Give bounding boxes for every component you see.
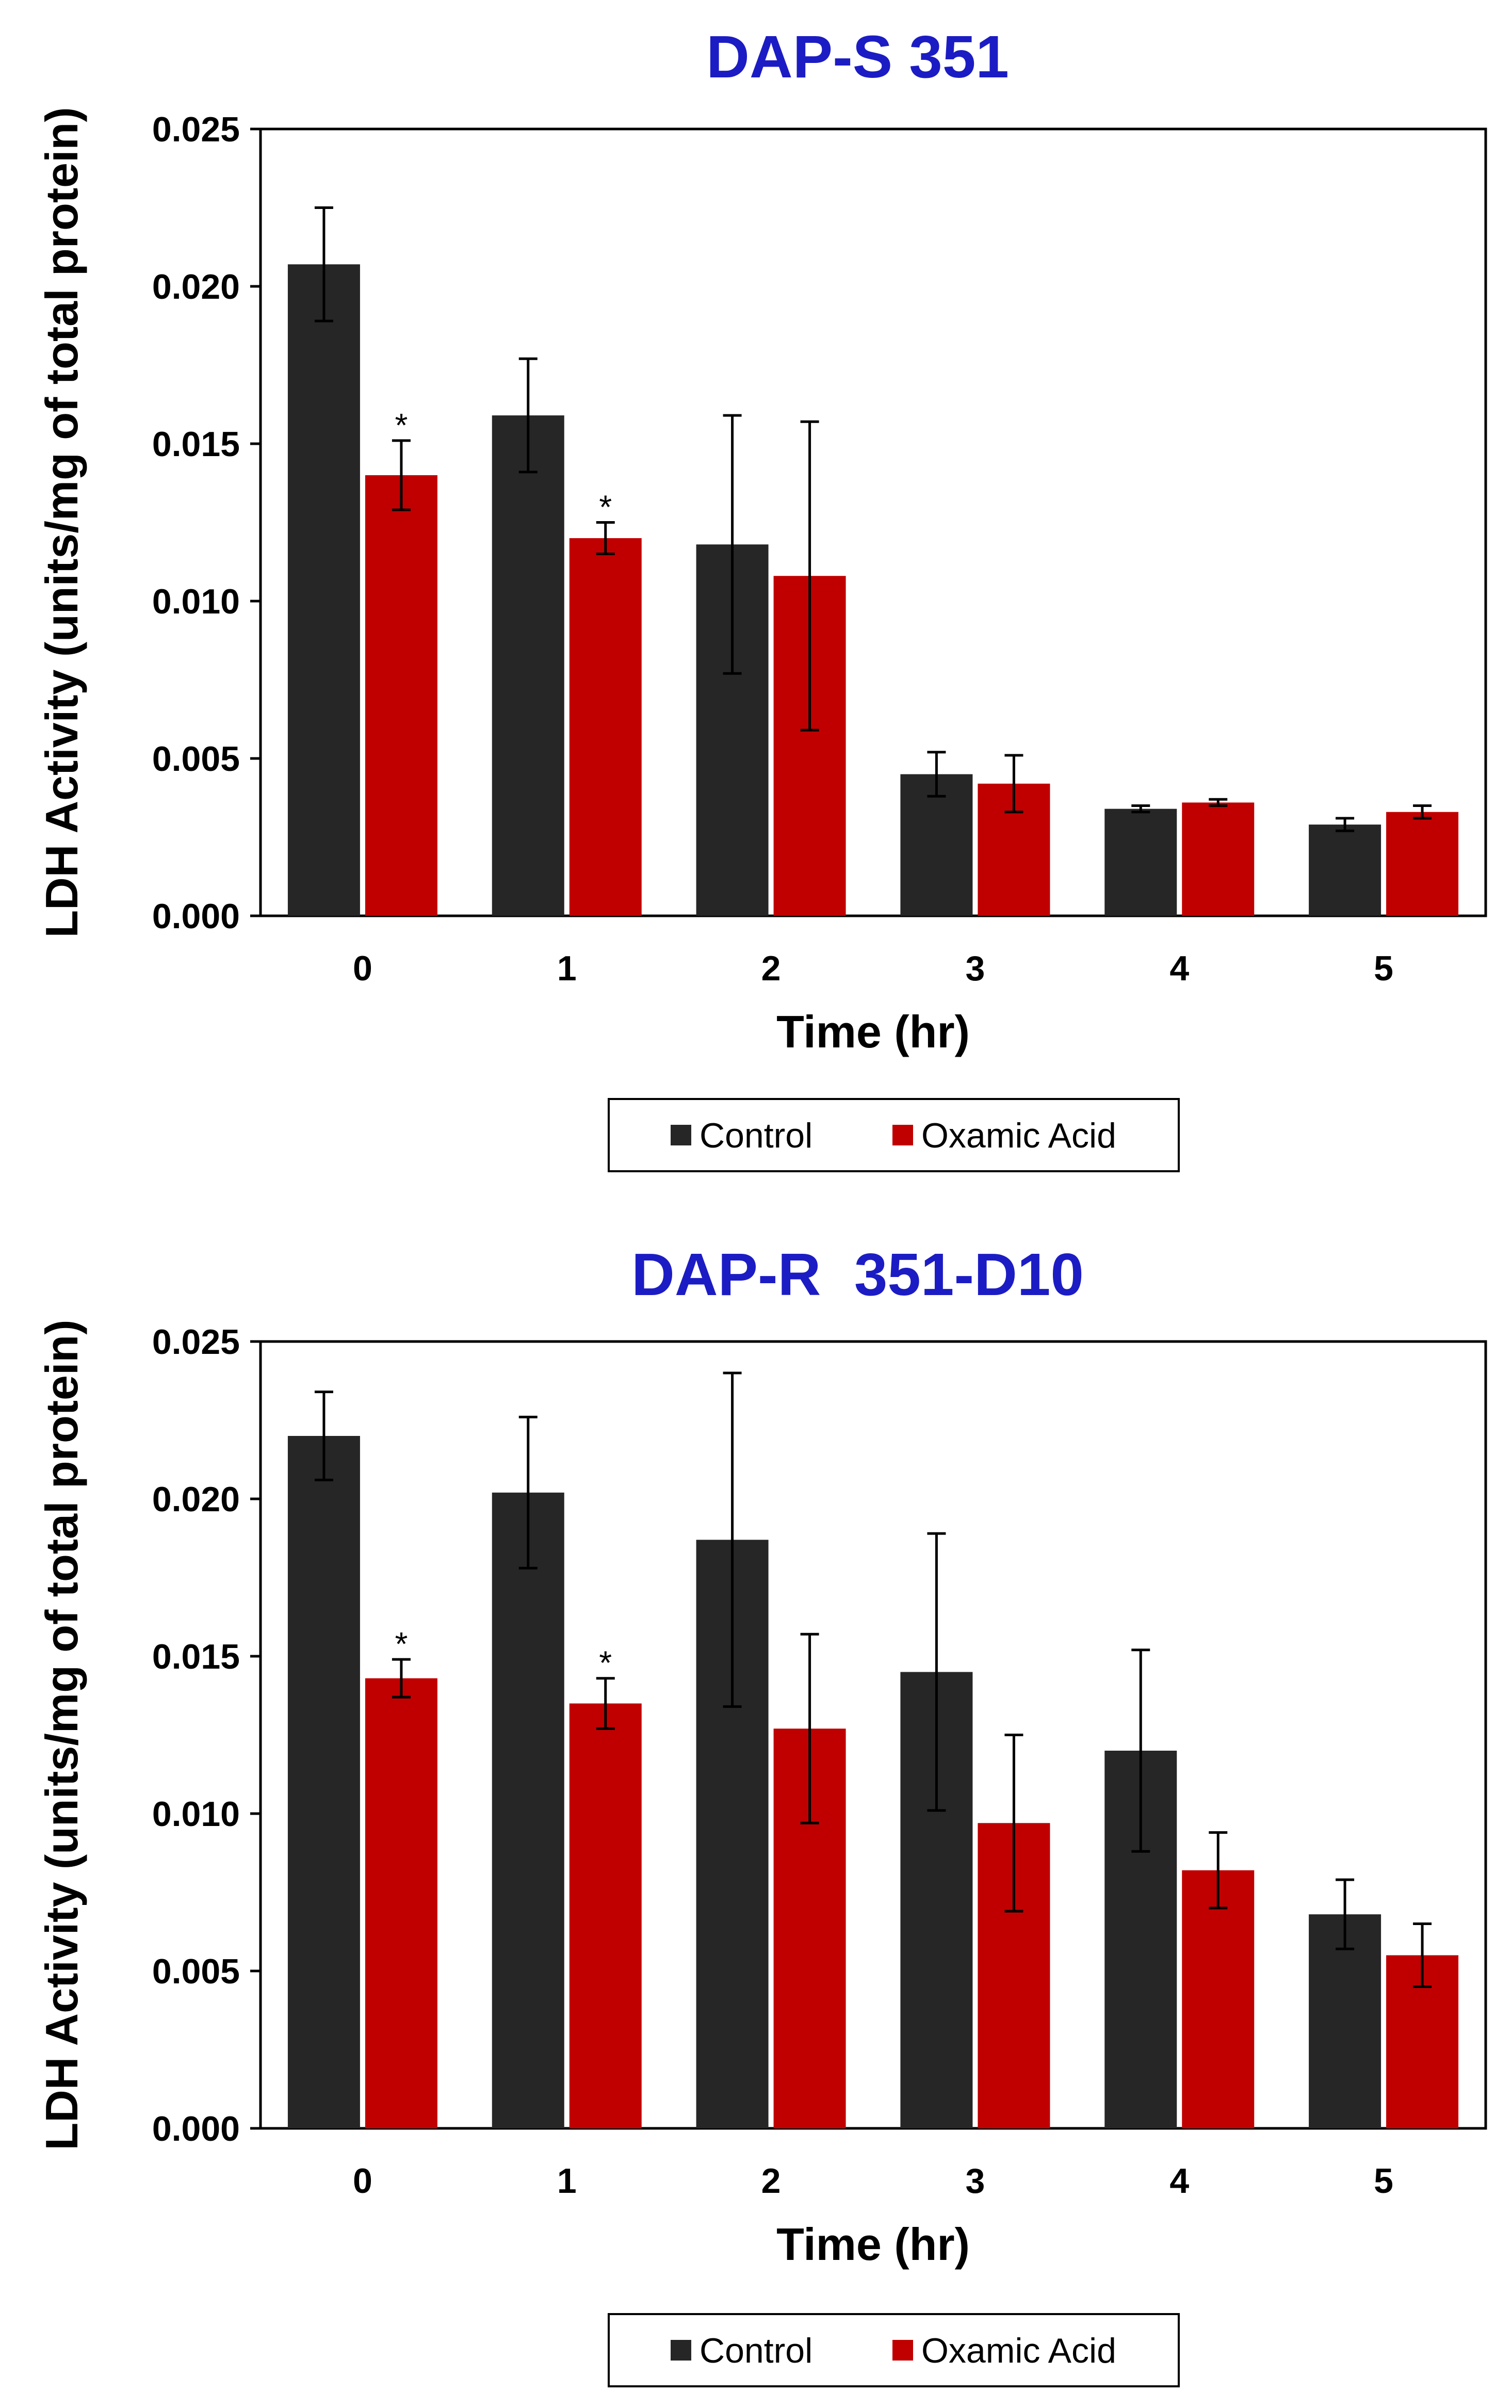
bar-control [900, 774, 973, 916]
y-tick-label: 0.020 [152, 1480, 240, 1519]
legend-swatch [671, 2340, 691, 2361]
bar-oxamic-acid [365, 1678, 437, 2128]
x-tick-label: 0 [353, 2161, 372, 2201]
bar-oxamic-acid [569, 1703, 642, 2128]
bar-control [492, 1492, 564, 2128]
y-tick-label: 0.015 [152, 425, 240, 464]
plot-area-frame [259, 127, 1487, 917]
legend-label: Control [700, 1116, 812, 1155]
bar-control [492, 415, 564, 916]
y-axis-title: LDH Activity (units/mg of total protein) [36, 107, 87, 938]
x-tick-label: 4 [1169, 949, 1189, 988]
y-tick-label: 0.020 [152, 267, 240, 306]
significance-marker: * [599, 1644, 612, 1682]
y-tick-label: 0.025 [152, 1322, 240, 1362]
y-tick-label: 0.025 [152, 110, 240, 149]
chart-panel: DAP-R 351-D10 0.000 0.005 0.010 0.015 0.020 0.… [36, 1241, 1487, 2387]
chart-title: DAP-S 351 [706, 23, 1009, 90]
plot-area-frame [259, 1340, 1487, 2130]
legend-label: Oxamic Acid [921, 1116, 1116, 1155]
legend-label: Oxamic Acid [921, 2331, 1116, 2370]
x-tick-label: 5 [1374, 949, 1393, 988]
x-tick-label: 1 [557, 2161, 577, 2201]
bar-oxamic-acid [365, 475, 437, 916]
y-tick-label: 0.005 [152, 739, 240, 779]
legend-swatch [892, 2340, 913, 2361]
x-tick-label: 3 [966, 2161, 985, 2201]
x-tick-label: 4 [1169, 2161, 1189, 2201]
x-tick-label: 5 [1374, 2161, 1393, 2201]
y-tick-label: 0.015 [152, 1637, 240, 1676]
bar-oxamic-acid [569, 538, 642, 916]
chart-panel: DAP-S 351 0.000 0.005 0.010 0.015 0.020 0.025 L… [36, 23, 1487, 1172]
legend-swatch [671, 1125, 691, 1145]
x-axis-title: Time (hr) [776, 1006, 970, 1057]
x-tick-label: 2 [761, 949, 781, 988]
x-tick-label: 2 [761, 2161, 781, 2201]
legend-swatch [892, 1125, 913, 1145]
legend: Control Oxamic Acid [608, 1098, 1180, 1172]
bar-oxamic-acid [1182, 802, 1255, 916]
bar-control [287, 1436, 360, 2128]
y-tick-label: 0.000 [152, 2109, 240, 2148]
significance-marker: * [395, 1625, 408, 1662]
x-tick-label: 0 [353, 949, 372, 988]
y-tick-label: 0.010 [152, 582, 240, 621]
x-axis-title: Time (hr) [776, 2219, 970, 2270]
y-tick-label: 0.010 [152, 1795, 240, 1834]
chart-title: DAP-R 351-D10 [631, 1241, 1084, 1308]
y-axis-title: LDH Activity (units/mg of total protein) [36, 1320, 87, 2151]
bar-control [287, 264, 360, 916]
legend: Control Oxamic Acid [608, 2313, 1180, 2387]
legend-label: Control [700, 2331, 812, 2370]
significance-marker: * [395, 407, 408, 444]
bar-oxamic-acid [1386, 812, 1459, 916]
x-tick-label: 1 [557, 949, 577, 988]
bar-oxamic-acid [1182, 1870, 1255, 2128]
y-tick-label: 0.000 [152, 897, 240, 936]
y-tick-label: 0.005 [152, 1952, 240, 1991]
bar-control [1104, 809, 1177, 916]
x-tick-label: 3 [966, 949, 985, 988]
significance-marker: * [599, 489, 612, 526]
bar-control [1309, 825, 1381, 916]
